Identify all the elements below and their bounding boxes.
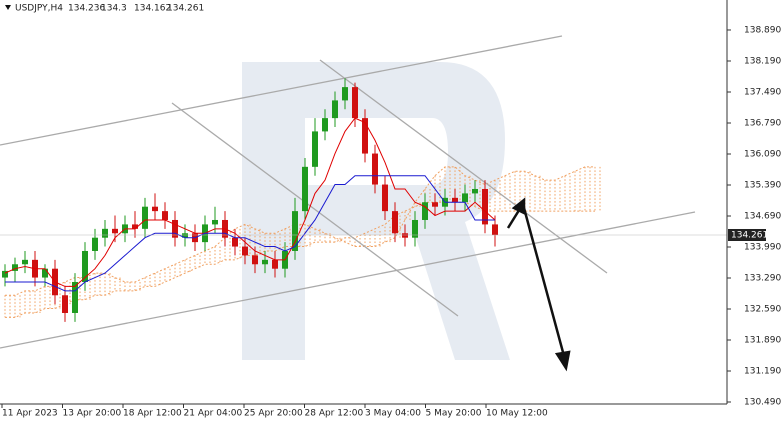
candle-body	[272, 259, 278, 269]
candle-body	[402, 233, 408, 238]
y-tick-label: 133.290	[744, 273, 781, 283]
candle-body	[472, 188, 478, 194]
trend-line	[0, 35, 563, 146]
trend-lines	[0, 35, 696, 349]
candle-body	[392, 211, 398, 234]
ohlc-value: 134.261	[167, 4, 204, 14]
x-tick-label: 3 May 04:00	[365, 409, 421, 419]
candle-body	[362, 118, 368, 154]
trend-line	[0, 211, 696, 349]
candle-body	[352, 87, 358, 119]
x-tick-label: 21 Apr 04:00	[184, 409, 243, 419]
cloud-edge	[5, 166, 595, 296]
candle-body	[262, 259, 268, 265]
candle-body	[82, 250, 88, 282]
candle-body	[302, 166, 308, 212]
x-tick-label: 11 Apr 2023	[2, 409, 58, 419]
candle-body	[152, 206, 158, 212]
ohlc-value: 134.162	[134, 4, 171, 14]
x-tick-label: 13 Apr 20:00	[63, 409, 122, 419]
candle-body	[372, 153, 378, 185]
symbol: USDJPY,H4	[15, 4, 63, 14]
y-tick-label: 138.190	[744, 56, 781, 66]
candle-body	[162, 211, 168, 220]
y-tick-label: 131.890	[744, 336, 781, 346]
candle-body	[42, 268, 48, 278]
candle-body	[482, 188, 488, 225]
candle-body	[382, 184, 388, 212]
arrow-head	[554, 350, 571, 372]
arrow-head	[511, 197, 526, 216]
symbol-marker	[5, 5, 11, 10]
forecast-arrow	[506, 197, 571, 372]
y-tick-label: 130.490	[744, 398, 781, 408]
y-tick-label: 132.590	[744, 305, 781, 315]
candle-body	[2, 270, 8, 278]
candle-body	[412, 219, 418, 238]
ohlc-value: 134.3	[101, 4, 127, 14]
ohlc-value: 134.236	[68, 4, 105, 14]
y-tick-label: 133.990	[744, 242, 781, 252]
candle-body	[102, 228, 108, 238]
candle-body	[182, 233, 188, 238]
trend-line	[319, 59, 608, 274]
axes: 138.890 138.190 137.490 136.790 136.090 135.3…	[1, 25, 781, 419]
x-tick-label: 28 Apr 12:00	[305, 409, 364, 419]
y-tick-label: 138.890	[744, 25, 781, 35]
indicator-line	[5, 175, 495, 292]
candle-body	[242, 246, 248, 256]
candle-body	[12, 264, 18, 271]
candle-body	[112, 228, 118, 234]
candle-body	[92, 237, 98, 251]
candle-body	[142, 206, 148, 229]
cloud	[4, 166, 601, 318]
candle-body	[312, 131, 318, 167]
y-tick-label: 137.490	[744, 87, 781, 97]
candle-body	[252, 255, 258, 265]
candle-body	[72, 281, 78, 313]
candle-body	[232, 237, 238, 247]
candle-body	[342, 87, 348, 101]
y-tick-label: 134.690	[744, 211, 781, 221]
candle-body	[172, 219, 178, 238]
y-tick-label: 135.390	[744, 180, 781, 190]
watermark	[242, 62, 510, 360]
candle-body	[422, 202, 428, 220]
y-tick-label: 136.790	[744, 118, 781, 128]
x-tick-label: 10 May 12:00	[486, 409, 548, 419]
candle-body	[212, 219, 218, 225]
candle-body	[332, 100, 338, 119]
candle-body	[432, 202, 438, 207]
price-tag	[728, 228, 766, 241]
plot	[0, 78, 727, 322]
x-tick-label: 18 Apr 12:00	[123, 409, 182, 419]
y-tick-label: 136.090	[744, 149, 781, 159]
trend-line	[171, 102, 459, 317]
candle-body	[322, 118, 328, 132]
candle-body	[62, 295, 68, 313]
y-tick-label: 131.190	[744, 367, 781, 377]
x-tick-label: 5 May 20:00	[426, 409, 482, 419]
arrow-down	[522, 207, 566, 357]
cloud-edge	[5, 201, 595, 318]
candle-body	[462, 193, 468, 203]
candle-body	[452, 197, 458, 203]
candle-body	[492, 224, 498, 236]
x-tick-label: 25 Apr 20:00	[244, 409, 303, 419]
candle-body	[22, 259, 28, 265]
price-tag-label: 134.261	[731, 230, 768, 240]
candle-body	[132, 224, 138, 229]
candle-body	[292, 211, 298, 251]
indicator-line	[4, 117, 496, 287]
